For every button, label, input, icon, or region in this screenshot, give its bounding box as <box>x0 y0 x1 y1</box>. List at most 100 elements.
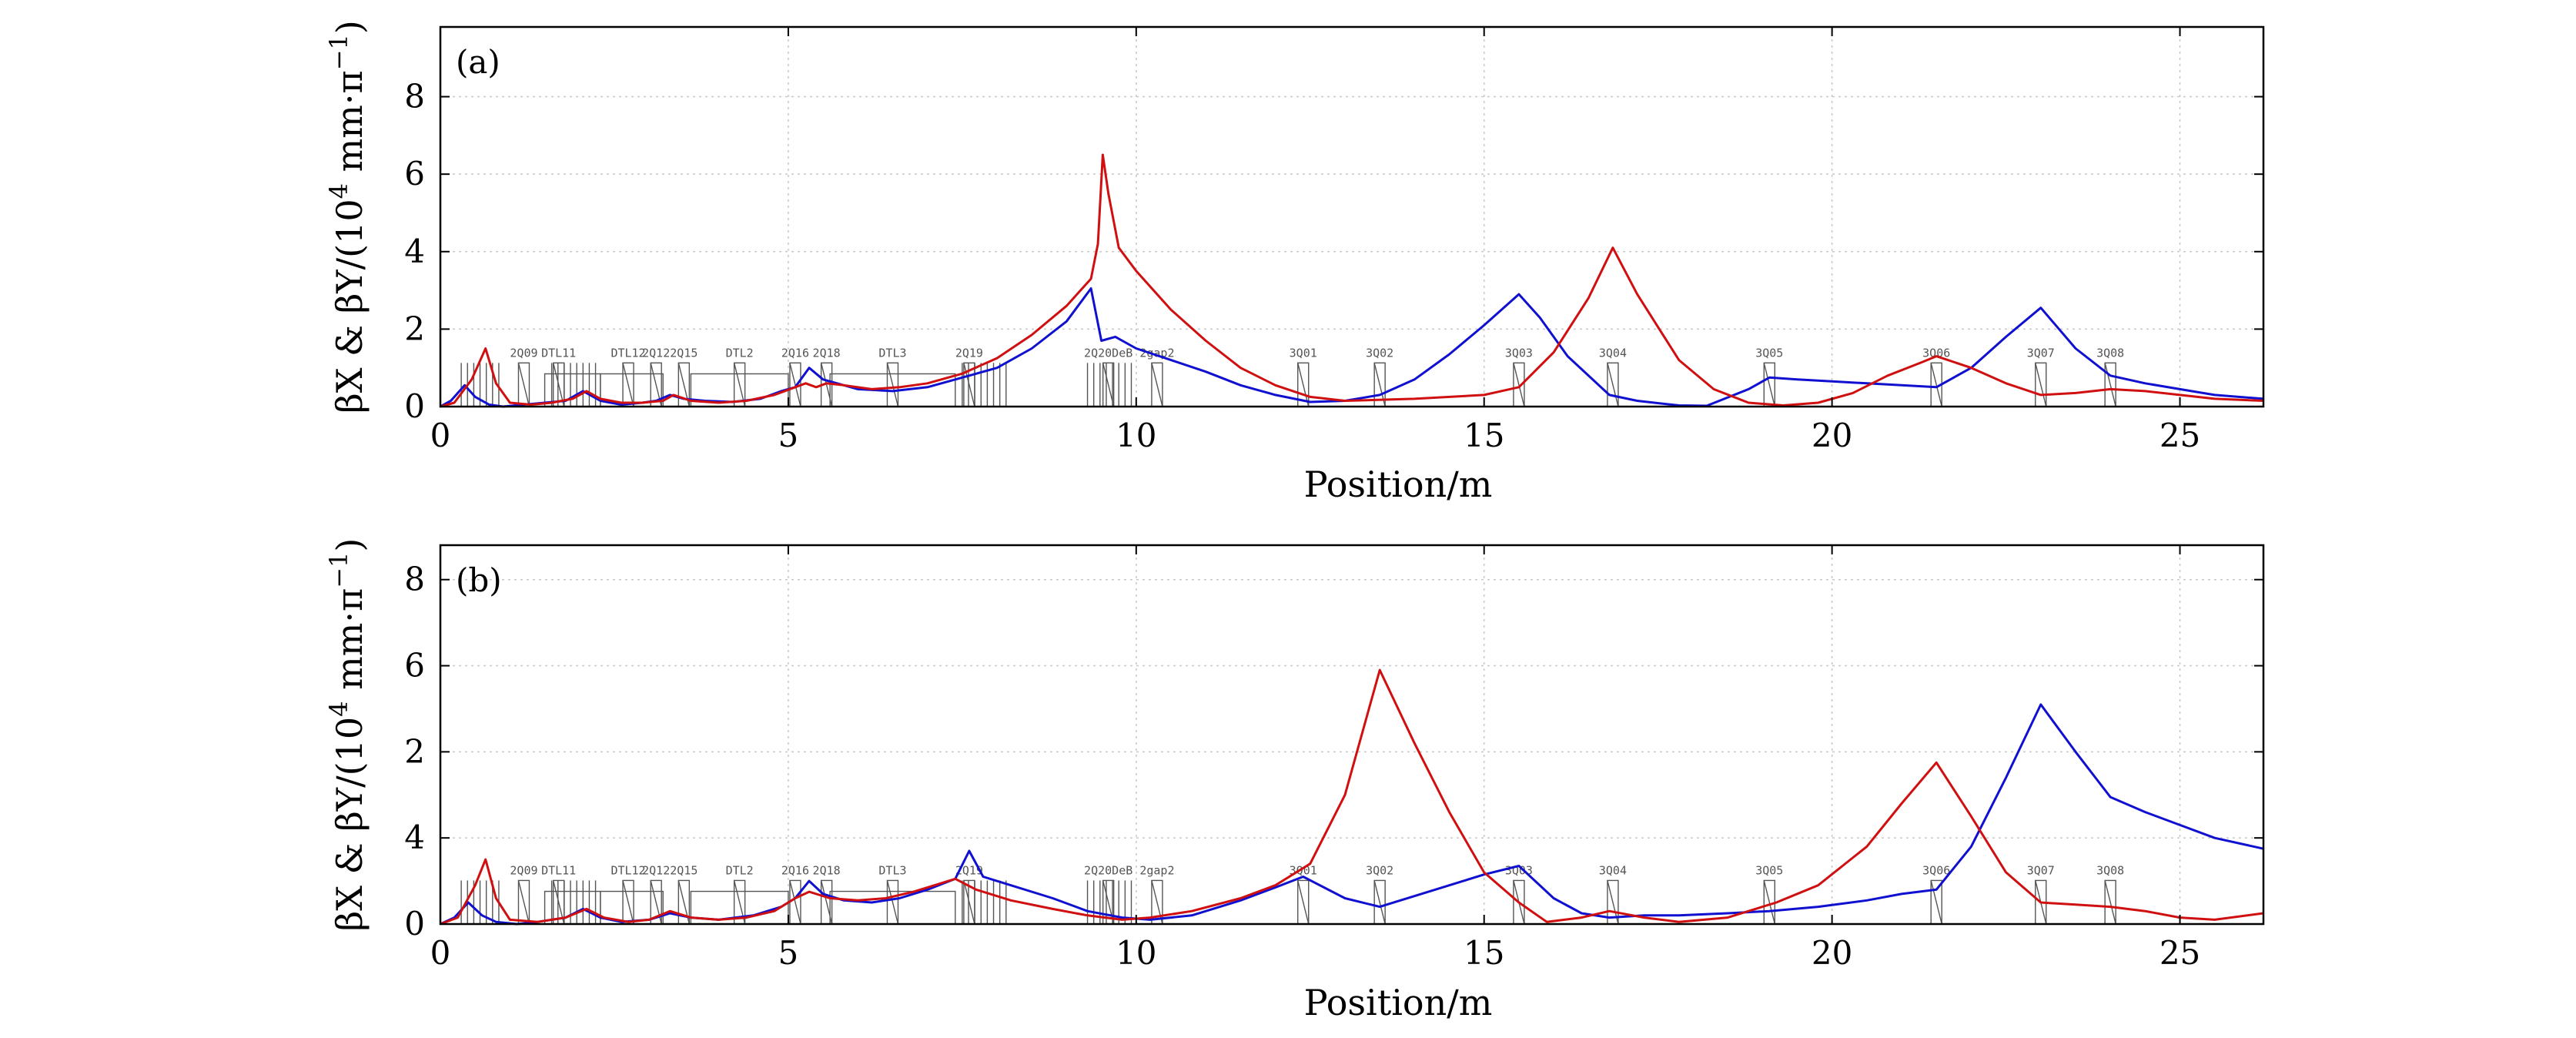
lattice-element-label: 3Q01 <box>1290 346 1317 360</box>
lattice-element-label: 3Q05 <box>1755 863 1783 877</box>
lattice-element-label: 3Q08 <box>2096 346 2124 360</box>
lattice-element-label: 2gap2 <box>1139 863 1174 877</box>
lattice-element-label: DTL2 <box>726 863 754 877</box>
lattice-element-diagonal <box>1373 880 1386 925</box>
lattice-element-diagonal <box>1151 363 1163 407</box>
lattice-element-diagonal <box>1297 880 1310 925</box>
lattice-element-label: 3Q05 <box>1755 346 1783 360</box>
lattice-element-diagonal <box>789 880 801 925</box>
plot-frame <box>439 544 2265 926</box>
lattice-element-diagonal <box>552 363 565 407</box>
x-axis-label: Position/m <box>1304 464 1493 505</box>
lattice-element-diagonal <box>1297 363 1310 407</box>
y-label-main: βX & βY/(10 <box>329 717 370 931</box>
x-tick-label: 0 <box>430 934 451 972</box>
panel-label: (b) <box>456 561 502 599</box>
lattice-element-label: DTL12 <box>611 863 645 877</box>
lattice-element-label: 3Q02 <box>1366 863 1393 877</box>
lattice-element-label: 3Q06 <box>1922 346 1950 360</box>
y-label-mid: mm·π <box>329 70 370 183</box>
series-line-beta_X <box>440 287 2264 408</box>
y-tick-label: 2 <box>404 310 425 347</box>
y-label-main: βX & βY/(10 <box>329 199 370 413</box>
y-tick-label: 0 <box>404 387 425 425</box>
series-line-beta_X <box>440 703 2264 926</box>
lattice-element-label: 2Q09 <box>510 863 537 877</box>
series-line-beta_Y <box>440 668 2264 926</box>
y-label-sup1: 4 <box>324 701 353 717</box>
lattice-element-label: DTL11 <box>541 863 576 877</box>
lattice-element-label: 2Q12 <box>642 863 670 877</box>
y-tick-label: 8 <box>404 561 425 598</box>
lattice-element-diagonal <box>1102 363 1115 407</box>
lattice-element-diagonal <box>1930 363 1942 407</box>
lattice-element-label: 2Q12 <box>642 346 670 360</box>
lattice-element-diagonal <box>517 880 530 925</box>
y-axis-label: βX & βY/(104 mm·π−1) <box>324 538 370 932</box>
lattice-element-label: 3Q06 <box>1922 863 1950 877</box>
lattice-element-label: 2Q20DeB <box>1084 346 1132 360</box>
y-label-sup1: 4 <box>324 183 353 199</box>
lattice-element-label: 3Q07 <box>2027 346 2055 360</box>
y-tick-label: 0 <box>404 905 425 943</box>
y-tick-label: 4 <box>404 233 425 270</box>
lattice-element-label: 2Q09 <box>510 346 537 360</box>
x-tick-label: 25 <box>2159 934 2200 972</box>
lattice-element-label: 3Q04 <box>1599 346 1627 360</box>
y-label-sup2: −1 <box>324 34 353 70</box>
y-label-end: ) <box>329 538 370 552</box>
lattice-element-label: 3Q08 <box>2096 863 2124 877</box>
lattice-element-diagonal <box>2104 880 2116 925</box>
y-tick-label: 8 <box>404 78 425 116</box>
lattice-element-diagonal <box>622 363 634 407</box>
lattice-element-label: DTL11 <box>541 346 576 360</box>
lattice-element-diagonal <box>1763 363 1775 407</box>
lattice-element-label: 3Q03 <box>1505 346 1533 360</box>
lattice-element-diagonal <box>517 363 530 407</box>
lattice-element-label: 2Q18 <box>813 346 841 360</box>
x-tick-label: 0 <box>430 417 451 454</box>
lattice-element-diagonal <box>963 363 975 407</box>
y-tick-label: 6 <box>404 647 425 685</box>
lattice-element-label: 2Q15 <box>670 863 698 877</box>
x-tick-label: 20 <box>1812 934 1852 972</box>
x-tick-label: 20 <box>1812 417 1852 454</box>
series-line-beta_Y <box>440 153 2264 408</box>
lattice-element-label: 3Q04 <box>1599 863 1627 877</box>
x-tick-label: 25 <box>2159 417 2200 454</box>
y-label-mid: mm·π <box>329 588 370 701</box>
lattice-element-label: DTL2 <box>726 346 754 360</box>
lattice-element-diagonal <box>789 363 801 407</box>
lattice-element-label: 2Q18 <box>813 863 841 877</box>
lattice-element-diagonal <box>886 880 899 925</box>
lattice-element-diagonal <box>552 880 565 925</box>
lattice-element-label: 2Q16 <box>781 863 809 877</box>
x-tick-label: 10 <box>1116 934 1156 972</box>
lattice-element-diagonal <box>1513 363 1525 407</box>
y-axis-label: βX & βY/(104 mm·π−1) <box>324 20 370 414</box>
lattice-element-label: 3Q07 <box>2027 863 2055 877</box>
lattice-element-label: DTL3 <box>878 346 906 360</box>
x-tick-label: 10 <box>1116 417 1156 454</box>
lattice-element-label: 2Q19 <box>955 346 983 360</box>
y-tick-label: 6 <box>404 155 425 193</box>
x-axis-label: Position/m <box>1304 982 1493 1023</box>
lattice-element-label: 3Q01 <box>1290 863 1317 877</box>
lattice-element-diagonal <box>733 363 746 407</box>
lattice-element-label: DTL3 <box>878 863 906 877</box>
lattice-element-label: 2Q16 <box>781 346 809 360</box>
lattice-element-label: 2Q20DeB <box>1084 863 1132 877</box>
lattice-element-diagonal <box>1763 880 1775 925</box>
lattice-element-diagonal <box>622 880 634 925</box>
lattice-element-label: 3Q02 <box>1366 346 1393 360</box>
lattice-element-diagonal <box>2104 363 2116 407</box>
y-label-end: ) <box>329 20 370 34</box>
lattice-element-diagonal <box>1607 363 1619 407</box>
plot-frame <box>439 25 2265 408</box>
lattice-element-diagonal <box>2035 363 2047 407</box>
x-tick-label: 15 <box>1464 934 1504 972</box>
x-tick-label: 5 <box>778 417 799 454</box>
